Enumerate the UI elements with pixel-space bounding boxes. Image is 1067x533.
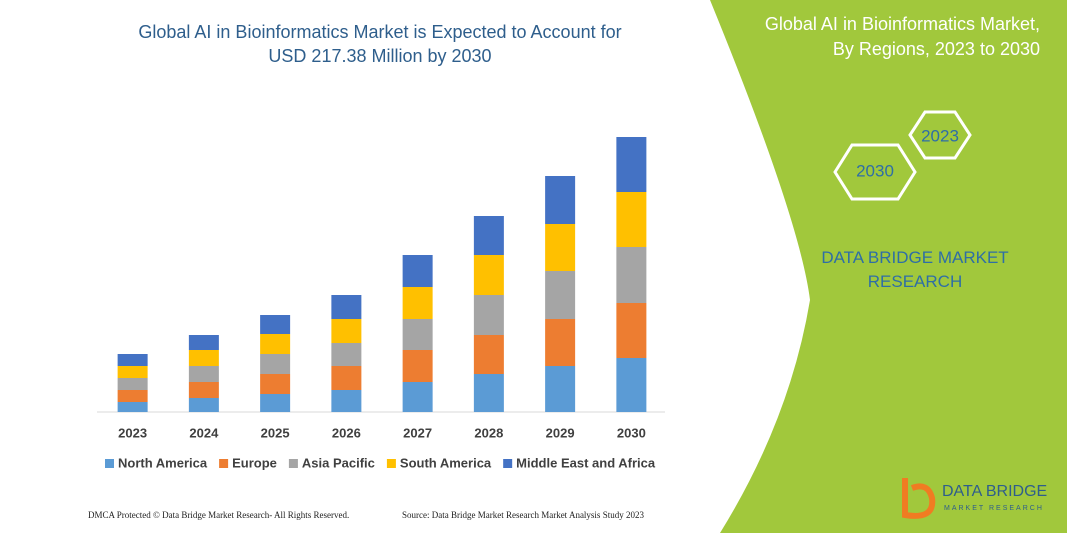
logo-tagline: MARKET RESEARCH	[944, 505, 1044, 512]
x-tick-label: 2025	[261, 425, 290, 440]
legend-swatch	[386, 459, 396, 468]
bar-segment	[616, 303, 647, 358]
bar-segment	[331, 295, 362, 319]
bar-segment	[616, 137, 647, 192]
bar-segment	[616, 358, 647, 412]
side-panel	[710, 0, 1067, 533]
bar-segment	[402, 350, 433, 382]
logo-name: DATA BRIDGE	[942, 483, 1047, 500]
bar-segment	[402, 255, 433, 287]
bar-segment	[402, 287, 433, 319]
hexagon-label: 2023	[921, 126, 959, 145]
bar-segment	[616, 192, 647, 247]
legend-swatch	[288, 459, 298, 468]
bar-segment	[545, 176, 576, 224]
bar-segment	[260, 334, 291, 354]
footer-right: Source: Data Bridge Market Research Mark…	[402, 510, 644, 520]
brand: DATA BRIDGE MARKET RESEARCH	[821, 248, 1009, 291]
bar-segment	[473, 255, 504, 295]
legend-label: Europe	[232, 455, 277, 470]
bar-segment	[188, 382, 219, 398]
x-tick-label: 2030	[617, 425, 646, 440]
bar-segment	[402, 319, 433, 350]
footer-left: DMCA Protected © Data Bridge Market Rese…	[88, 510, 350, 520]
bar-segment	[188, 350, 219, 366]
legend-label: South America	[400, 455, 492, 470]
bar-segment	[260, 354, 291, 374]
logo-icon	[902, 478, 936, 519]
bar-segment	[117, 402, 148, 412]
bar-segment	[545, 224, 576, 271]
bar-segment	[188, 366, 219, 382]
legend-label: Asia Pacific	[302, 455, 375, 470]
chart-title: Global AI in Bioinformatics Market is Ex…	[138, 22, 622, 66]
bar-segment	[545, 319, 576, 366]
bar-segment	[331, 390, 362, 412]
x-tick-label: 2029	[546, 425, 575, 440]
hexagon	[908, 110, 972, 160]
bar-segment	[117, 378, 148, 390]
bar-segment	[331, 343, 362, 366]
bar-segment	[331, 366, 362, 390]
bar-segment	[117, 366, 148, 378]
bar-segment	[545, 366, 576, 412]
bar-segment	[616, 247, 647, 303]
bar-segment	[473, 335, 504, 374]
bar-segment	[473, 374, 504, 412]
bar-segment	[260, 315, 291, 334]
panel-title: Global AI in Bioinformatics Market, By R…	[764, 14, 1040, 59]
legend-label: North America	[118, 455, 208, 470]
bar-segment	[260, 394, 291, 412]
x-tick-label: 2028	[474, 425, 503, 440]
bar-segment	[117, 390, 148, 402]
bar-segment	[402, 382, 433, 412]
bar-segment	[260, 374, 291, 394]
bar-segment	[331, 319, 362, 343]
bar-segment	[473, 295, 504, 335]
bar-segment	[117, 354, 148, 366]
hexagon	[833, 143, 917, 201]
bar-segment	[473, 216, 504, 255]
hexagon-label: 2030	[856, 161, 894, 180]
x-tick-label: 2024	[189, 425, 219, 440]
bar-segment	[545, 271, 576, 319]
legend-swatch	[219, 459, 229, 468]
legend-label: Middle East and Africa	[516, 455, 656, 470]
legend-swatch	[503, 459, 513, 468]
legend-swatch	[105, 459, 114, 468]
bar-segment	[188, 398, 219, 412]
bar-segment	[188, 335, 219, 350]
x-tick-label: 2023	[118, 425, 147, 440]
x-tick-label: 2026	[332, 425, 361, 440]
x-tick-label: 2027	[403, 425, 432, 440]
